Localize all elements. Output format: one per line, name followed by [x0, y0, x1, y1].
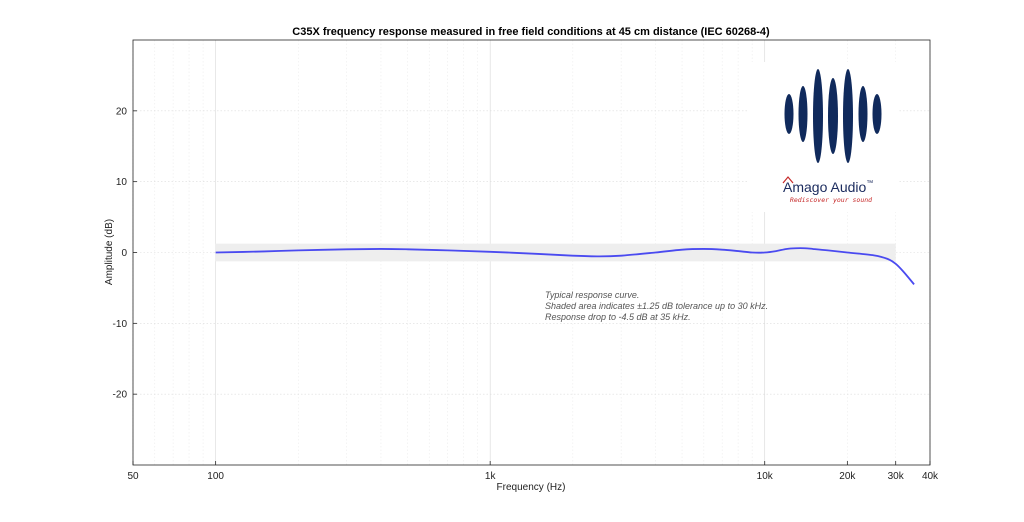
y-tick-label: 0	[121, 248, 127, 259]
tolerance-band-layer	[215, 243, 896, 262]
x-tick-label: 50	[127, 471, 139, 482]
response-curve	[215, 247, 915, 285]
tolerance-band	[215, 243, 896, 262]
x-tick-label: 1k	[485, 471, 497, 482]
logo-wordmark: Amago Audio™	[783, 179, 873, 195]
annotation-line-1: Typical response curve.	[545, 290, 639, 300]
x-tick-label: 10k	[757, 471, 774, 482]
series-layer	[215, 247, 915, 285]
annotation-line-2: Shaded area indicates ±1.25 dB tolerance…	[545, 301, 768, 311]
annotation-block: Typical response curve. Shaded area indi…	[545, 290, 768, 322]
logo-tagline: Rediscover your sound	[790, 196, 872, 204]
x-tick-label: 100	[207, 471, 224, 482]
x-tick-label: 40k	[922, 471, 939, 482]
y-tick-label: 20	[116, 106, 128, 117]
logo-backdrop	[748, 62, 898, 212]
annotation-line-3: Response drop to -4.5 dB at 35 kHz.	[545, 312, 691, 322]
brand-logo: Amago Audio™ Rediscover your sound	[748, 62, 898, 212]
y-tick-label: -10	[113, 319, 128, 330]
y-tick-label: -20	[113, 390, 128, 401]
x-tick-label: 30k	[888, 471, 905, 482]
y-axis-ticks: -20 -10 0 10 20	[113, 106, 137, 401]
y-axis-label: Amplitude (dB)	[104, 219, 115, 285]
x-axis-ticks: 50 100 1k 10k 20k 30k 40k	[127, 461, 939, 482]
x-axis-label: Frequency (Hz)	[497, 482, 566, 493]
y-tick-label: 10	[116, 177, 128, 188]
x-tick-label: 20k	[839, 471, 856, 482]
chart-title: C35X frequency response measured in free…	[292, 26, 770, 38]
logo-accent-icon	[782, 176, 794, 184]
logo-waveform-icon	[784, 69, 882, 163]
